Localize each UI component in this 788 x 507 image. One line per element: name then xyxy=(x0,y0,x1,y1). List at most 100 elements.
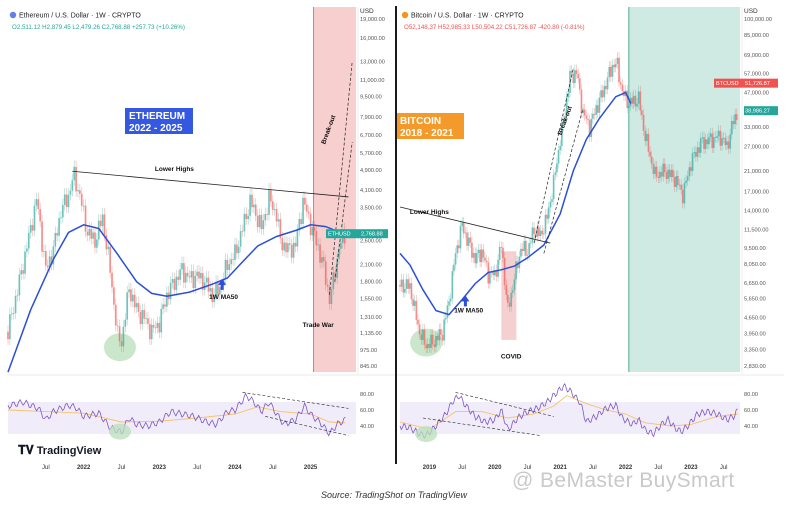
eth-ma50-line xyxy=(7,224,346,373)
eth-candle-body xyxy=(290,244,293,258)
btc-candle-body xyxy=(404,288,406,293)
btc-price-tick-label: 8,050.00 xyxy=(744,262,766,268)
btc-candle-body xyxy=(408,283,411,289)
eth-price-tick-label: 975.00 xyxy=(360,348,377,354)
btc-candle-body xyxy=(716,136,719,138)
btc-candle-body xyxy=(665,172,668,180)
btc-price-tick-label: 100,000.00 xyxy=(744,17,772,23)
btc-candle-body xyxy=(685,180,687,184)
btc-time-tick-label: Jul xyxy=(589,465,597,470)
eth-price-tick-label: 9,500.00 xyxy=(360,94,382,100)
eth-candle-body xyxy=(184,272,187,283)
btc-price-tick-label: 14,000.00 xyxy=(744,208,769,214)
btc-title-box xyxy=(396,113,464,139)
eth-candle-body xyxy=(90,229,93,239)
btc-ma50-arrow-icon xyxy=(461,295,470,307)
eth-candle-body xyxy=(16,295,19,297)
eth-price-tick-label: 16,000.00 xyxy=(360,36,385,42)
btc-rsi-tick-label: 80.00 xyxy=(744,392,758,398)
btc-candle-body xyxy=(681,189,684,204)
eth-candle-body xyxy=(133,294,136,308)
btc-annotation: Lower Highs xyxy=(410,209,449,216)
eth-candle-body xyxy=(288,243,291,245)
btc-price-badge-label: BTCUSD xyxy=(716,81,739,87)
btc-candle-body xyxy=(580,89,583,113)
btc-candle-body xyxy=(611,64,614,77)
eth-candle-body xyxy=(105,235,108,250)
eth-candle-body xyxy=(120,341,123,347)
btc-candle-body xyxy=(418,324,421,335)
eth-time-tick-label: 2023 xyxy=(153,465,167,470)
eth-candle-body xyxy=(226,259,229,270)
btc-time-tick-label: Jul xyxy=(654,465,662,470)
eth-time-tick-label: 2022 xyxy=(77,465,91,470)
btc-title-box-line1: BITCOIN xyxy=(400,116,441,127)
eth-annotation: Trade War xyxy=(303,322,335,329)
btc-candle-body xyxy=(560,122,563,147)
btc-price-tick-label: 69,000.00 xyxy=(744,53,769,59)
eth-candle-body xyxy=(107,246,110,250)
btc-candle-body xyxy=(730,121,733,135)
eth-candle-body xyxy=(269,189,272,202)
eth-candle-body xyxy=(190,271,193,278)
btc-candle-body xyxy=(714,137,717,138)
eth-candle-body xyxy=(213,294,216,302)
eth-candle-body xyxy=(126,292,129,320)
btc-candle-body xyxy=(696,147,699,157)
btc-candle-body xyxy=(480,249,483,263)
eth-candle-body xyxy=(48,256,51,268)
eth-rsi-ma-line xyxy=(7,406,346,424)
btc-candle-body xyxy=(443,319,446,341)
btc-price-tick-label: 27,000.00 xyxy=(744,144,769,150)
btc-candle-body xyxy=(672,169,674,178)
btc-candle-body xyxy=(636,103,638,107)
btc-title-box-line2: 2018 - 2021 xyxy=(400,128,454,139)
btc-candle-body xyxy=(603,85,606,98)
btc-candle-body xyxy=(544,214,547,234)
btc-candle-body xyxy=(531,227,534,243)
btc-candle-body xyxy=(557,149,560,164)
eth-candle-body xyxy=(162,304,164,309)
btc-candle-body xyxy=(590,118,593,137)
eth-price-tick-label: 4,900.00 xyxy=(360,168,382,174)
eth-candle-body xyxy=(35,199,38,206)
btc-candle-body xyxy=(503,257,506,285)
eth-candle-body xyxy=(14,296,17,314)
eth-candle-body xyxy=(228,264,231,270)
eth-candle-body xyxy=(251,194,253,208)
eth-candle-body xyxy=(209,287,212,292)
btc-candle-body xyxy=(541,230,544,235)
btc-candle-body xyxy=(415,300,418,320)
eth-candle-body xyxy=(94,232,96,248)
btc-candle-body xyxy=(641,110,643,115)
btc-candle-body xyxy=(505,284,508,295)
btc-rsi-tick-label: 60.00 xyxy=(744,408,758,414)
eth-price-tick-label: 7,900.00 xyxy=(360,115,382,121)
btc-candle-body xyxy=(693,152,696,154)
btc-time-tick-label: Jul xyxy=(720,465,728,470)
btc-candle-body xyxy=(660,171,663,177)
btc-candle-body xyxy=(655,166,658,177)
btc-candle-body xyxy=(676,176,679,185)
btc-candle-body xyxy=(497,259,499,277)
eth-candle-body xyxy=(241,231,244,232)
eth-candle-body xyxy=(262,220,265,230)
btc-candle-body xyxy=(461,222,464,227)
btc-candle-body xyxy=(400,279,403,287)
eth-candle-body xyxy=(103,214,106,236)
eth-candle-body xyxy=(324,261,327,285)
eth-candle-body xyxy=(67,194,70,208)
eth-candle-body xyxy=(302,197,304,224)
btc-candle-body xyxy=(616,57,619,65)
btc-candle-body xyxy=(546,214,549,219)
btc-candle-body xyxy=(699,138,702,153)
btc-candle-body xyxy=(609,66,612,77)
btc-time-tick-label: 2019 xyxy=(423,465,437,470)
btc-candle-body xyxy=(686,176,689,181)
btc-candle-body xyxy=(627,106,630,109)
btc-candle-body xyxy=(459,226,462,249)
btc-candle-body xyxy=(729,134,732,149)
btc-candle-body xyxy=(435,335,437,347)
eth-candle-body xyxy=(24,251,26,274)
btc-price-tick-label: 21,000.00 xyxy=(744,169,769,175)
